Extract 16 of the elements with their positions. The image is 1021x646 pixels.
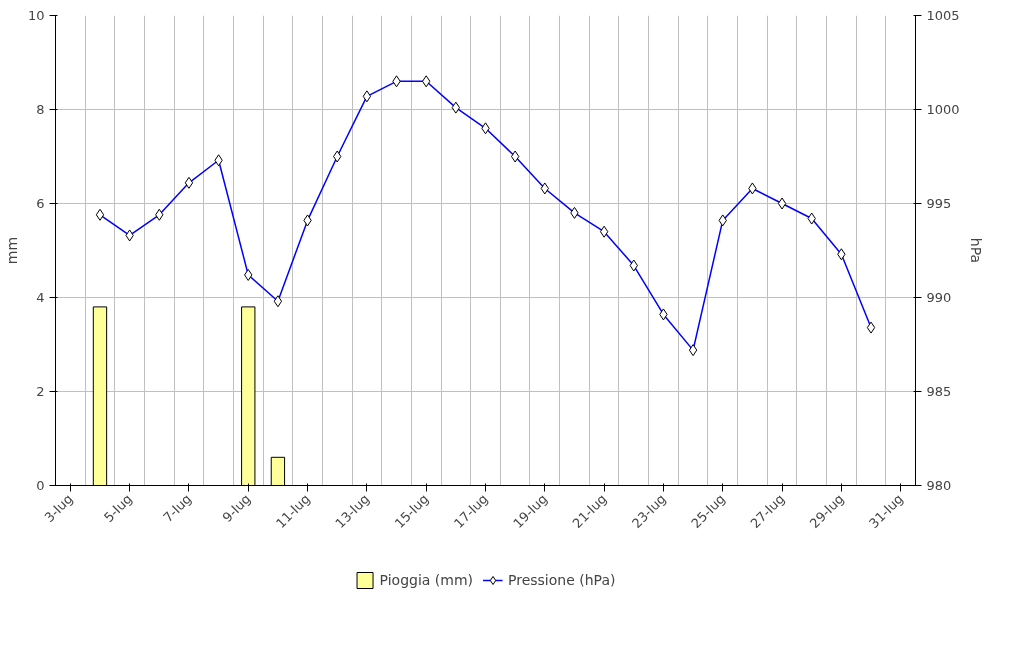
legend-label: Pressione (hPa) <box>508 571 616 588</box>
y2-tick-label: 1000 <box>926 102 960 117</box>
legend-label: Pioggia (mm) <box>379 571 474 588</box>
y2-tick-label: 985 <box>926 384 952 399</box>
y-tick-label: 6 <box>36 196 45 211</box>
y-tick-label: 0 <box>36 478 45 493</box>
y2-tick-label: 995 <box>926 196 952 211</box>
y-tick-label: 2 <box>36 384 45 399</box>
y2-tick-label: 980 <box>926 478 952 493</box>
y2-axis-title: hPa <box>967 237 984 264</box>
y-tick-label: 10 <box>27 8 45 23</box>
y2-tick-label: 990 <box>926 290 952 305</box>
y-tick-label: 8 <box>36 102 45 117</box>
y-axis-title: mm <box>3 236 20 265</box>
y2-tick-label: 1005 <box>926 8 960 23</box>
y-tick-label: 4 <box>36 290 45 305</box>
